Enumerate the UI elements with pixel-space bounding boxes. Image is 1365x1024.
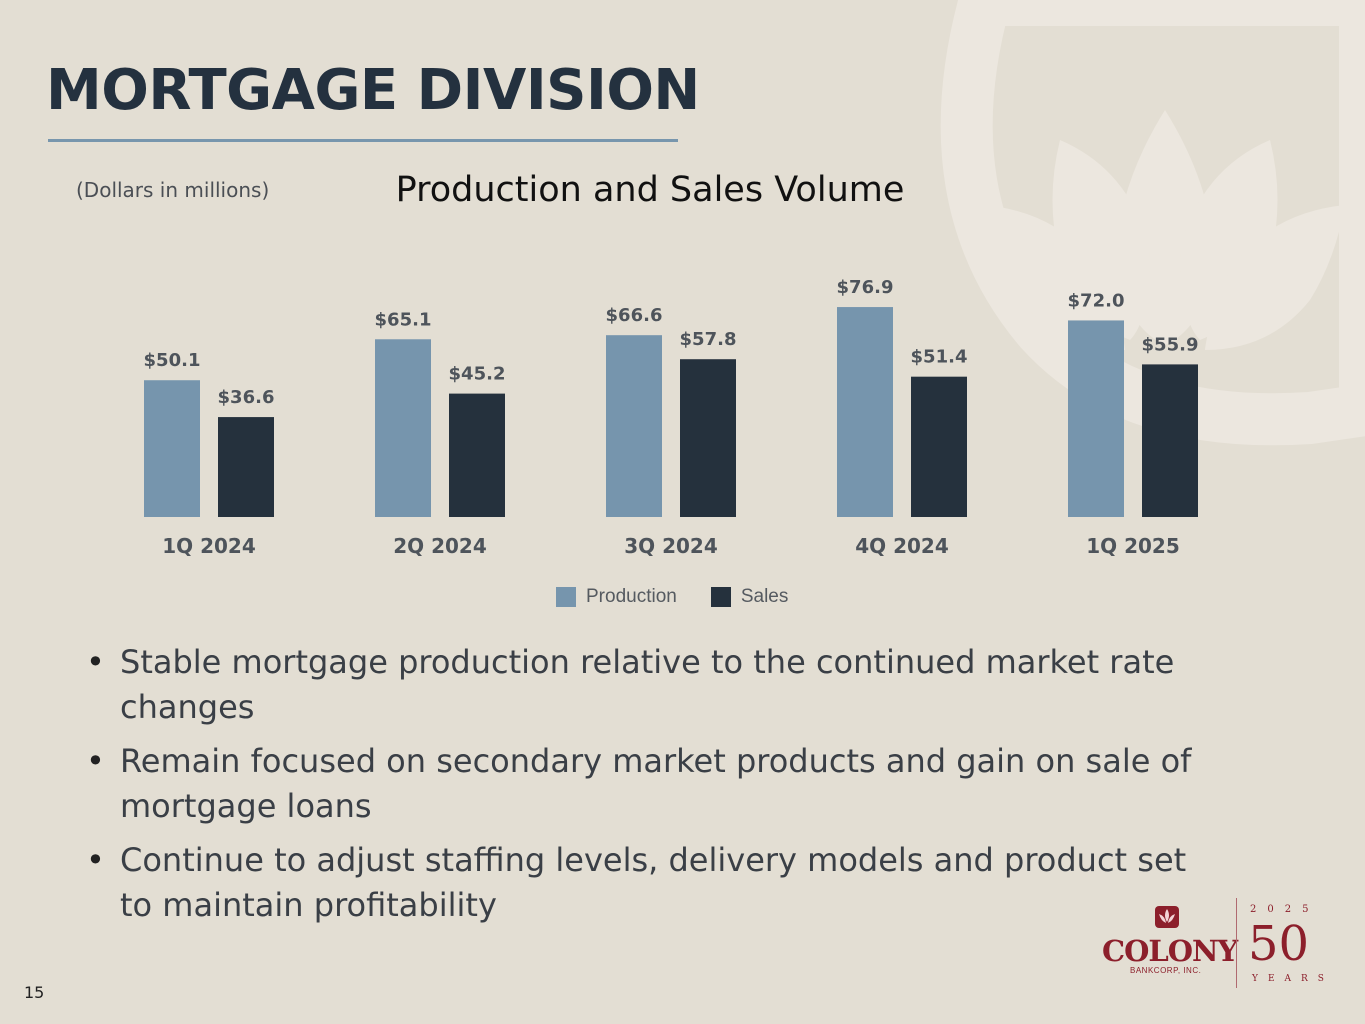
bar-production-2 (375, 339, 431, 517)
x-tick-label-4: 4Q 2024 (855, 534, 949, 558)
legend-item-production: Production (556, 586, 677, 608)
page-number: 15 (24, 983, 45, 1002)
logo-anniversary: 50 (1248, 916, 1310, 972)
bullet-item: Remain focused on secondary market produ… (86, 739, 1206, 829)
data-label-sales-1: $36.6 (218, 387, 275, 408)
bullet-list: Stable mortgage production relative to t… (86, 640, 1206, 937)
chart-legend: Production Sales (556, 586, 788, 608)
bar-sales-5 (1142, 364, 1198, 517)
bar-production-3 (606, 335, 662, 517)
bar-sales-4 (911, 376, 967, 517)
x-tick-label-3: 3Q 2024 (624, 534, 718, 558)
unit-note: (Dollars in millions) (76, 178, 270, 202)
legend-item-sales: Sales (710, 586, 789, 608)
data-label-production-3: $66.6 (606, 305, 663, 326)
data-label-production-5: $72.0 (1068, 290, 1125, 311)
x-tick-label-5: 1Q 2025 (1086, 534, 1180, 558)
bar-sales-2 (449, 393, 505, 517)
logo-anniversary-word: YEARS (1252, 974, 1334, 984)
data-label-sales-2: $45.2 (449, 364, 506, 385)
legend-label-production: Production (586, 586, 677, 607)
title-underline (48, 139, 678, 142)
data-label-sales-5: $55.9 (1142, 334, 1199, 355)
logo-year: 2025 (1250, 904, 1320, 915)
data-label-production-1: $50.1 (144, 350, 201, 371)
data-label-production-2: $65.1 (375, 309, 432, 330)
logo-divider (1236, 898, 1237, 988)
data-label-sales-3: $57.8 (680, 329, 737, 350)
logo-subtitle: BANKCORP, INC. (1130, 966, 1202, 975)
legend-swatch-sales (710, 587, 731, 607)
bar-production-5 (1068, 320, 1124, 517)
bullet-item: Stable mortgage production relative to t… (86, 640, 1206, 730)
x-tick-label-1: 1Q 2024 (162, 534, 256, 558)
bar-sales-1 (218, 417, 274, 517)
colony-logo: COLONY BANKCORP, INC. 2025 50 YEARS (1100, 896, 1330, 992)
bar-sales-3 (680, 359, 736, 517)
data-label-production-4: $76.9 (837, 277, 894, 298)
chart-title: Production and Sales Volume (395, 170, 905, 210)
data-label-sales-4: $51.4 (911, 347, 968, 368)
bar-production-1 (144, 380, 200, 517)
logo-name: COLONY (1102, 934, 1238, 968)
bullet-item: Continue to adjust staffing levels, deli… (86, 838, 1206, 928)
x-tick-label-2: 2Q 2024 (393, 534, 487, 558)
bar-production-4 (837, 307, 893, 517)
legend-label-sales: Sales (740, 586, 789, 607)
legend-swatch-production (556, 587, 576, 607)
lotus-logo-icon (1155, 906, 1179, 928)
page-title: MORTGAGE DIVISION (46, 58, 700, 123)
